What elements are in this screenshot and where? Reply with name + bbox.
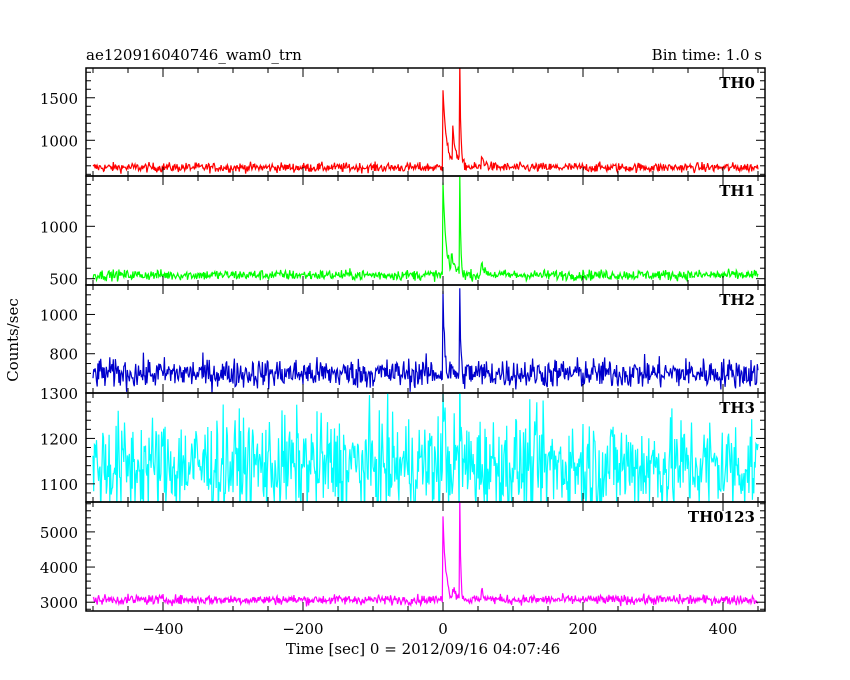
y-tick-label: 3000 xyxy=(40,594,78,612)
y-tick-label: 1100 xyxy=(40,476,78,494)
y-tick-label: 1300 xyxy=(40,385,78,403)
panel-label: TH0 xyxy=(719,74,755,92)
panel-label: TH3 xyxy=(719,399,755,417)
y-tick-label: 500 xyxy=(49,271,78,289)
panel-frame xyxy=(85,501,766,612)
panel-th3: 1100 1200 1300 TH3 xyxy=(40,385,766,503)
panel-th2: 800 1000 TH2 xyxy=(40,284,766,394)
panel-label: TH0123 xyxy=(688,508,755,526)
y-tick-label: 1200 xyxy=(40,430,78,448)
panel-frame xyxy=(85,67,766,177)
y-tick-label: 1000 xyxy=(40,132,78,150)
x-tick-label: −200 xyxy=(282,620,323,638)
series-line-th0 xyxy=(92,68,759,175)
y-tick-label: 5000 xyxy=(40,524,78,542)
panel-label: TH2 xyxy=(719,291,755,309)
panel-th1: 500 1000 TH1 xyxy=(40,175,766,289)
y-tick-label: 1000 xyxy=(40,306,78,324)
panel-th0: 1000 1500 TH0 xyxy=(40,67,766,177)
chart-title: ae120916040746_wam0_trn xyxy=(86,46,302,64)
series-line-th2 xyxy=(92,288,759,393)
y-tick-label: 800 xyxy=(49,346,78,364)
bin-time-label: Bin time: 1.0 s xyxy=(652,46,762,64)
y-tick-label: 1000 xyxy=(40,218,78,236)
y-axis-label: Counts/sec xyxy=(4,298,22,382)
panel-label: TH1 xyxy=(719,182,755,200)
series-line-th1 xyxy=(92,176,759,284)
x-tick-label: −400 xyxy=(142,620,183,638)
panels-group: 10001500TH05001000TH18001000TH2110012001… xyxy=(40,67,766,638)
panel-frame xyxy=(85,175,766,286)
panel-th0123: 3000 4000 5000 TH0123 xyxy=(40,501,766,612)
series-line-th3 xyxy=(92,393,759,502)
x-tick-label: 0 xyxy=(438,620,448,638)
series-line-th0123 xyxy=(92,502,759,608)
x-tick-label: 400 xyxy=(709,620,738,638)
y-tick-label: 1500 xyxy=(40,90,78,108)
x-tick-label: 200 xyxy=(569,620,598,638)
x-axis-label: Time [sec] 0 = 2012/09/16 04:07:46 xyxy=(286,640,560,658)
y-tick-label: 4000 xyxy=(40,559,78,577)
